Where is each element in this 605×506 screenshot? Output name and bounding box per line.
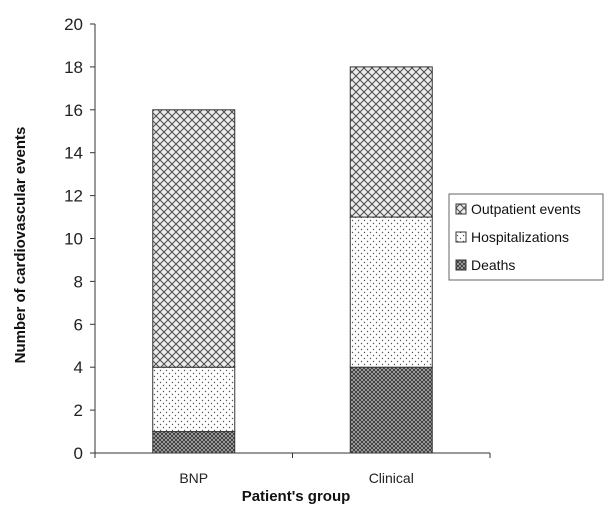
y-axis: 0 2 4 6 8 10 12 14 16 18 20	[64, 15, 96, 463]
x-tick-label: BNP	[179, 470, 208, 486]
y-tick-label: 16	[64, 101, 83, 120]
y-tick-label: 2	[74, 401, 83, 420]
y-axis-title: Number of cardiovascular events	[12, 127, 29, 364]
bar-segment-hospitalizations-bnp	[152, 366, 236, 433]
bar-series-group	[152, 66, 433, 454]
legend-swatch-hospitalizations	[455, 231, 467, 243]
y-tick-label: 12	[64, 187, 83, 206]
bar-segment-outpatient-events-clinical	[349, 66, 433, 218]
y-tick-label: 10	[64, 230, 83, 249]
bar-segment-outpatient-events-bnp	[152, 109, 236, 368]
y-tick-label: 6	[74, 315, 83, 334]
y-tick-label: 8	[74, 272, 83, 291]
y-tick-label: 18	[64, 58, 83, 77]
legend-label-deaths: Deaths	[471, 257, 515, 273]
y-tick-label: 14	[64, 144, 83, 163]
x-tick-label: Clinical	[369, 470, 414, 486]
x-axis: BNP Clinical	[94, 452, 491, 486]
legend-swatch-deaths	[455, 259, 467, 271]
legend: Outpatient events Hospitalizations Deaths	[448, 193, 604, 281]
y-tick-label: 20	[64, 15, 83, 34]
bar-segment-hospitalizations-clinical	[349, 216, 433, 368]
y-tick-label: 0	[74, 444, 83, 463]
x-axis-title: Patient's group	[242, 488, 351, 505]
legend-swatch-outpatient-events	[455, 203, 467, 215]
bar-segment-deaths-bnp	[152, 431, 236, 454]
legend-box	[448, 193, 604, 281]
y-tick-label: 4	[74, 358, 83, 377]
bar-segment-deaths-clinical	[349, 366, 433, 454]
legend-label-outpatient-events: Outpatient events	[471, 201, 581, 217]
legend-label-hospitalizations: Hospitalizations	[471, 229, 569, 245]
